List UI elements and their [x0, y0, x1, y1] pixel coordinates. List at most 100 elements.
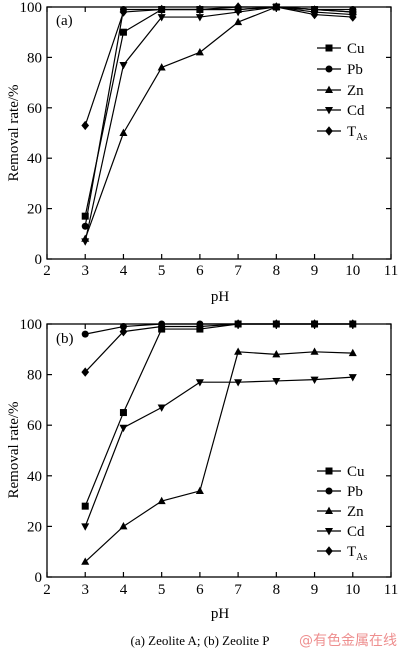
tas-data-point — [119, 326, 128, 337]
y-tick-label: 0 — [35, 252, 43, 268]
panel-label: (b) — [56, 331, 74, 347]
cd-data-point — [310, 376, 319, 385]
legend-item-pb: Pb — [317, 484, 363, 500]
x-tick-label: 3 — [81, 582, 89, 598]
legend-label: Cd — [347, 103, 365, 119]
panel-label: (a) — [56, 13, 73, 29]
cd-data-point — [119, 424, 128, 433]
figure-caption: (a) Zeolite A; (b) Zeolite P — [131, 633, 270, 648]
legend-item-cu: Cu — [317, 41, 365, 57]
x-tick-label: 9 — [311, 263, 319, 279]
cd-data-point — [234, 379, 243, 387]
y-tick-label: 60 — [27, 101, 42, 117]
legend-label-main: T — [347, 544, 356, 560]
cd-series-line — [84, 376, 353, 527]
legend-label: Cu — [347, 464, 365, 480]
x-tick-label: 5 — [158, 263, 166, 279]
legend-item-zn: Zn — [317, 504, 364, 520]
tas-data-point — [234, 319, 242, 329]
zn-data-point — [157, 63, 166, 71]
legend-label: Cd — [347, 524, 365, 540]
tas-data-point — [348, 319, 357, 329]
legend-label: Cu — [347, 41, 365, 57]
cu-series-line — [84, 6, 353, 217]
tas-series-line — [84, 323, 353, 373]
cd-data-point — [157, 404, 166, 412]
tas-data-point — [157, 4, 166, 15]
legend-diamond-marker — [325, 546, 333, 556]
zn-data-point — [310, 347, 319, 355]
axes: 2 3 4 5 6 7 8 9 10 11 0 20 40 60 80 100 — [20, 0, 399, 279]
x-tick-label: 4 — [120, 263, 128, 279]
legend-square-marker — [325, 467, 333, 475]
legend-label-main: Cu — [347, 464, 365, 480]
zn-series-line — [84, 351, 353, 563]
zn-data-point — [195, 486, 204, 494]
legend-label-main: Zn — [347, 504, 364, 520]
zn-data-point — [195, 47, 204, 56]
tas-data-point — [272, 2, 281, 12]
legend-triangle-down-marker — [324, 107, 334, 115]
tas-data-point — [272, 319, 281, 329]
tas-data-point — [310, 9, 319, 20]
chart-panel-a: (a) Removal rate/% pH 2 3 4 5 6 7 8 9 10 11 0 20 40 6… — [6, 0, 398, 305]
zn-data-point — [81, 557, 90, 565]
tas-data-point — [157, 321, 166, 332]
x-tick-label: 8 — [273, 582, 281, 598]
legend-item-tas: TAs — [317, 544, 367, 563]
x-tick-label: 11 — [384, 582, 398, 598]
chart-panel-b: (b) Removal rate/% pH 2 3 4 5 6 7 8 9 10 11 0 20 40 6… — [6, 317, 398, 622]
legend-diamond-marker — [325, 126, 333, 136]
tas-data-point — [310, 319, 319, 329]
tas-data-point — [234, 2, 242, 12]
legend-label: Pb — [347, 484, 363, 500]
cd-data-point — [234, 9, 243, 17]
tas-data-point — [348, 12, 357, 22]
x-tick-label: 5 — [158, 582, 166, 598]
tas-data-point — [81, 120, 90, 131]
cd-data-point — [119, 61, 128, 70]
cu-data-point — [81, 212, 89, 220]
y-tick-label: 80 — [27, 368, 42, 384]
zn-data-point — [119, 522, 128, 530]
legend-label-main: Cu — [347, 41, 365, 57]
legend-label: Zn — [347, 504, 364, 520]
x-tick-label: 6 — [196, 582, 204, 598]
legend-label-main: T — [347, 124, 356, 140]
cu-data-point — [81, 502, 89, 510]
zn-data-point — [119, 128, 128, 136]
cd-series-line — [84, 6, 353, 242]
legend: Cu Pb Zn Cd TAs — [317, 41, 367, 143]
cd-data-point — [348, 374, 357, 382]
zn-data-point — [157, 496, 166, 505]
legend-item-cd: Cd — [317, 524, 365, 540]
tas-data-point — [196, 4, 204, 15]
legend-label-main: Pb — [347, 62, 363, 78]
y-tick-label: 100 — [20, 317, 43, 333]
y-tick-label: 20 — [27, 202, 42, 218]
legend-triangle-up-marker — [324, 85, 334, 93]
legend-triangle-up-marker — [324, 506, 334, 514]
cu-data-point — [119, 409, 127, 417]
pb-data-point — [119, 323, 127, 331]
legend-label: Zn — [347, 83, 364, 99]
plot-series — [81, 2, 357, 246]
legend-label: TAs — [347, 544, 367, 563]
y-axis-label: Removal rate/% — [6, 84, 22, 181]
y-tick-label: 100 — [20, 0, 43, 16]
y-tick-label: 40 — [27, 151, 42, 167]
zn-series-line — [84, 6, 353, 240]
x-tick-label: 7 — [234, 582, 242, 598]
legend-square-marker — [325, 44, 333, 52]
zn-data-point — [348, 348, 357, 357]
legend-label-subscript: As — [356, 132, 367, 143]
legend-label: TAs — [347, 124, 367, 143]
x-tick-label: 6 — [196, 263, 204, 279]
legend-label: Pb — [347, 62, 363, 78]
legend-label-main: Cd — [347, 524, 365, 540]
x-axis-label: pH — [211, 289, 230, 305]
legend-item-cu: Cu — [317, 464, 365, 480]
tas-data-point — [119, 7, 128, 17]
legend-item-tas: TAs — [317, 124, 367, 143]
